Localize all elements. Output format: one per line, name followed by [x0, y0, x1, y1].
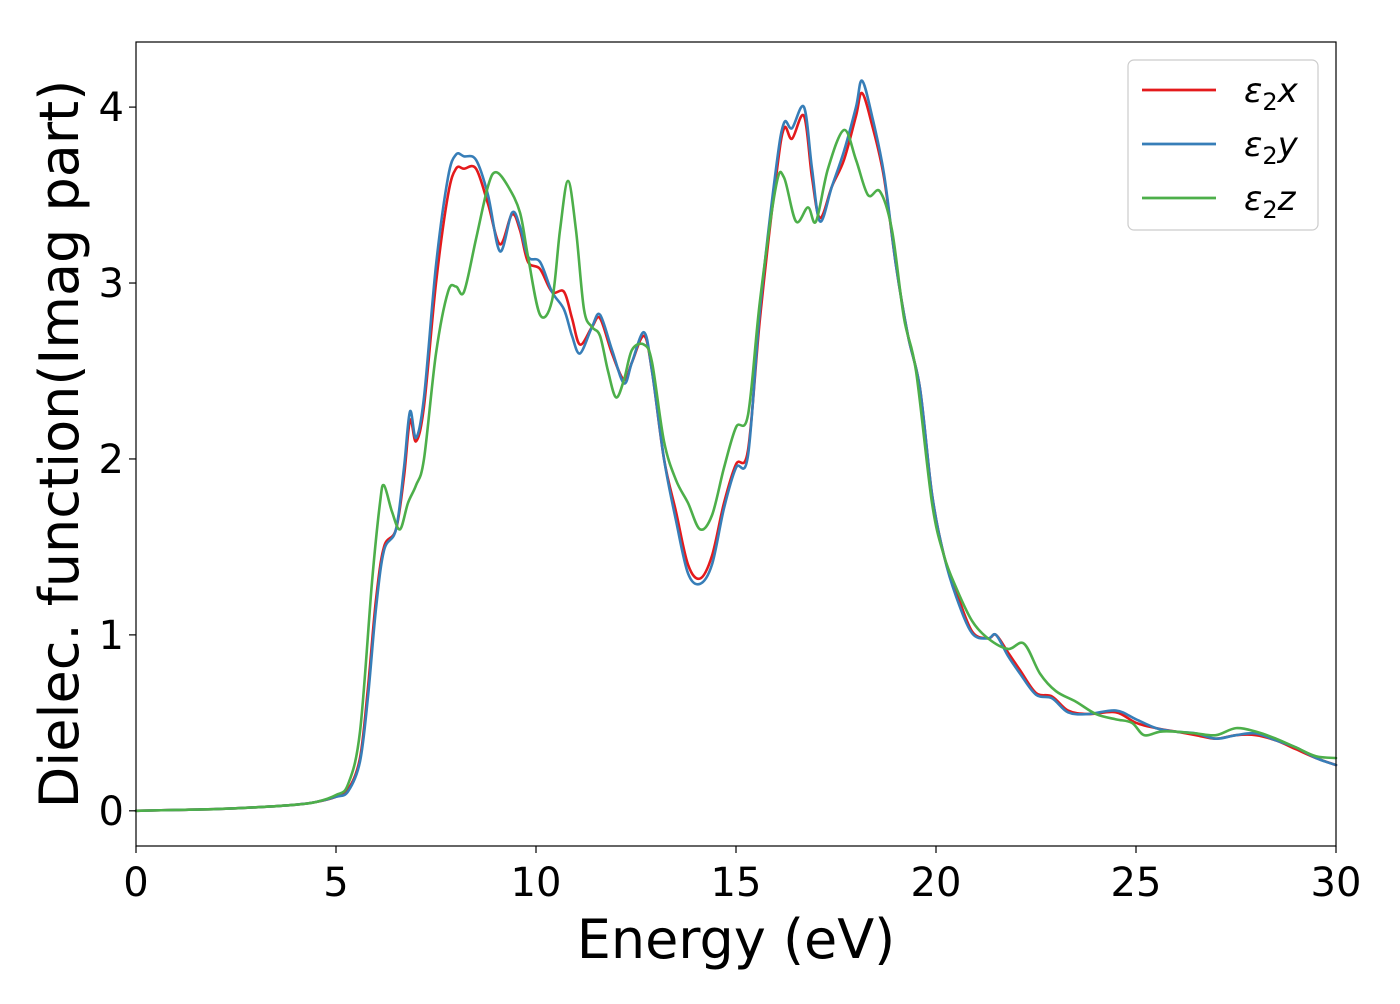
series-line-y [134, 79, 1338, 813]
legend-label-y: ε2y [1244, 125, 1299, 170]
y-tick-label: 2 [99, 437, 124, 483]
x-axis-title: Energy (eV) [577, 908, 896, 971]
x-axis-ticks: 0 5 10 15 20 25 30 [123, 846, 1361, 906]
y-tick-label: 0 [99, 789, 124, 835]
x-tick-label: 10 [511, 860, 562, 906]
x-tick-label: 30 [1311, 860, 1362, 906]
y-tick-label: 3 [99, 261, 124, 307]
x-tick-label: 5 [323, 860, 348, 906]
x-tick-label: 0 [123, 860, 148, 906]
legend-box [1127, 59, 1319, 231]
legend-items: ε2x ε2y ε2z [1142, 71, 1299, 224]
y-axis-ticks: 0 1 2 3 4 [99, 85, 136, 835]
series-line-z [134, 128, 1338, 813]
legend-label-z: ε2z [1244, 179, 1297, 224]
legend: ε2x ε2y ε2z [1127, 59, 1319, 231]
series-layer [134, 79, 1338, 813]
y-axis-title: Dielec. function(Imag part) [28, 80, 91, 809]
x-tick-label: 15 [711, 860, 762, 906]
legend-label-x: ε2x [1244, 71, 1299, 116]
x-tick-label: 20 [911, 860, 962, 906]
y-tick-label: 1 [99, 613, 124, 659]
y-tick-label: 4 [99, 85, 124, 131]
x-tick-label: 25 [1111, 860, 1162, 906]
